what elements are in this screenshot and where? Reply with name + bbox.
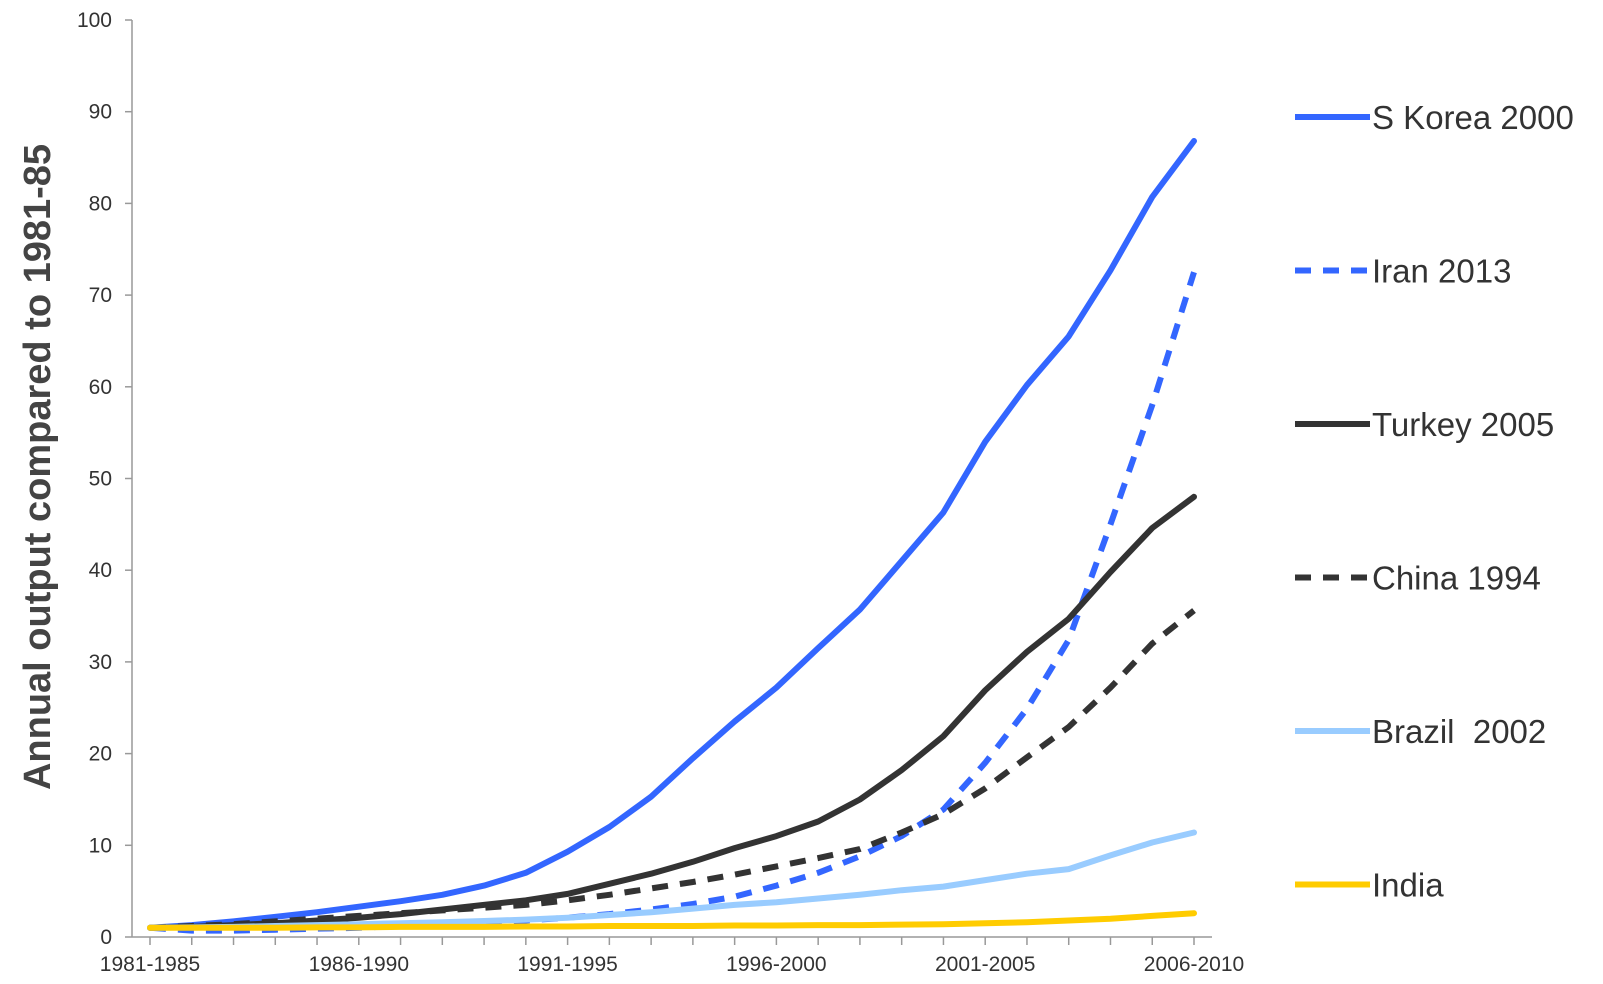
x-tick-label: 2001-2005 bbox=[935, 953, 1035, 976]
y-tick-label: 50 bbox=[89, 468, 112, 491]
legend-label-turkey-2005: Turkey 2005 bbox=[1372, 406, 1554, 443]
x-tick-label: 2006-2010 bbox=[1144, 953, 1244, 976]
y-tick-label: 90 bbox=[89, 101, 112, 124]
legend-label-iran-2013: Iran 2013 bbox=[1372, 253, 1511, 290]
legend-label-india: India bbox=[1372, 867, 1444, 904]
y-tick-label: 0 bbox=[100, 926, 112, 949]
legend-label-s-korea-2000: S Korea 2000 bbox=[1372, 99, 1574, 136]
x-tick-label: 1996-2000 bbox=[726, 953, 826, 976]
y-axis-title: Annual output compared to 1981-85 bbox=[17, 144, 59, 790]
y-tick-label: 40 bbox=[89, 559, 112, 582]
tick-labels: 0 10 20 30 40 50 60 70 80 90 100 1981-1985 1986-1990… bbox=[77, 9, 1244, 976]
x-tick-label: 1991-1995 bbox=[517, 953, 617, 976]
legend-label-brazil-2002: Brazil 2002 bbox=[1372, 713, 1546, 750]
series-lines bbox=[147, 138, 1197, 934]
y-tick-label: 60 bbox=[89, 376, 112, 399]
y-tick-label: 70 bbox=[89, 284, 112, 307]
series-line-turkey-2005 bbox=[147, 493, 1197, 931]
y-tick-label: 10 bbox=[89, 834, 112, 857]
y-tick-label: 30 bbox=[89, 651, 112, 674]
legend-label-china-1994: China 1994 bbox=[1372, 560, 1541, 597]
y-tick-label: 20 bbox=[89, 743, 112, 766]
y-tick-label: 100 bbox=[77, 9, 112, 32]
x-tick-label: 1986-1990 bbox=[309, 953, 409, 976]
y-tick-label: 80 bbox=[89, 192, 112, 215]
legend: S Korea 2000 Iran 2013 Turkey 2005 China 19… bbox=[1295, 99, 1574, 904]
series-line-s-korea-2000 bbox=[147, 138, 1197, 931]
x-tick-label: 1981-1985 bbox=[100, 953, 200, 976]
axes bbox=[125, 19, 1212, 945]
series-line-china-1994 bbox=[149, 608, 1196, 931]
series-line-india bbox=[147, 910, 1197, 931]
